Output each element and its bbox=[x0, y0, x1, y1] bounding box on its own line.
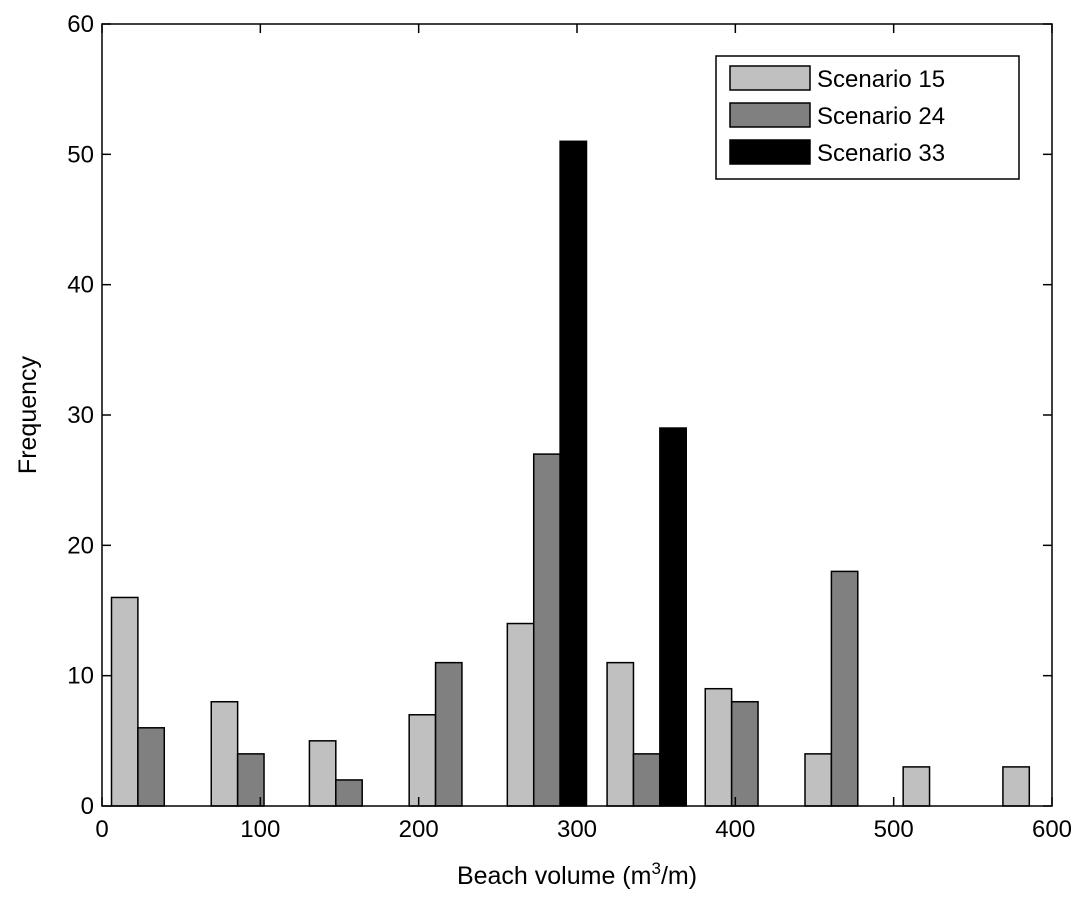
bar-scenario-33-bin-6 bbox=[659, 427, 687, 807]
bar-scenario-24-bin-6 bbox=[632, 753, 661, 807]
y-axis-label: Frequency bbox=[14, 355, 42, 474]
x-axis-label-suffix: /m) bbox=[661, 862, 697, 890]
bar-scenario-24-bin-4 bbox=[434, 661, 463, 807]
bars-group bbox=[110, 140, 1031, 807]
x-tick-label-100: 100 bbox=[240, 816, 280, 843]
bar-scenario-15-bin-8 bbox=[804, 753, 833, 807]
bar-scenario-24-bin-8 bbox=[830, 570, 859, 807]
bar-scenario-15-bin-3 bbox=[308, 740, 337, 807]
legend-swatch-scenario-24 bbox=[729, 102, 811, 128]
bar-scenario-24-bin-1 bbox=[137, 727, 166, 807]
bar-scenario-15-bin-1 bbox=[110, 596, 139, 807]
y-tick-label-30: 30 bbox=[67, 402, 94, 429]
legend-label-scenario-24: Scenario 24 bbox=[817, 103, 945, 130]
bar-scenario-15-bin-10 bbox=[1002, 766, 1031, 807]
x-tick-label-500: 500 bbox=[874, 816, 914, 843]
bar-scenario-24-bin-7 bbox=[730, 700, 759, 807]
legend: Scenario 15 Scenario 24 Scenario 33 bbox=[715, 55, 1020, 180]
x-axis-label-prefix: Beach volume (m bbox=[457, 862, 652, 890]
y-tick-label-50: 50 bbox=[67, 141, 94, 168]
y-tick-label-20: 20 bbox=[67, 532, 94, 559]
x-tick-label-600: 600 bbox=[1032, 816, 1072, 843]
legend-label-scenario-33: Scenario 33 bbox=[817, 140, 945, 167]
bar-scenario-15-bin-5 bbox=[506, 622, 535, 807]
y-tick-label-60: 60 bbox=[67, 11, 94, 38]
bar-scenario-15-bin-4 bbox=[408, 714, 437, 807]
x-axis-label-superscript: 3 bbox=[651, 859, 660, 878]
y-tick-label-0: 0 bbox=[81, 793, 94, 820]
y-tick-label-40: 40 bbox=[67, 272, 94, 299]
bar-scenario-15-bin-2 bbox=[210, 700, 239, 807]
x-axis-label: Beach volume (m3/m) bbox=[457, 859, 697, 890]
bar-scenario-15-bin-7 bbox=[704, 687, 733, 807]
x-tick-label-400: 400 bbox=[715, 816, 755, 843]
legend-swatch-scenario-33 bbox=[729, 139, 811, 165]
x-tick-label-300: 300 bbox=[557, 816, 597, 843]
x-tick-label-0: 0 bbox=[95, 816, 108, 843]
y-tick-label-10: 10 bbox=[67, 663, 94, 690]
bar-scenario-24-bin-5 bbox=[532, 453, 561, 807]
bar-scenario-33-bin-5 bbox=[559, 140, 588, 807]
bar-scenario-15-bin-9 bbox=[902, 766, 931, 807]
legend-label-scenario-15: Scenario 15 bbox=[817, 66, 945, 93]
bar-scenario-24-bin-3 bbox=[335, 779, 363, 807]
legend-swatch-scenario-15 bbox=[729, 65, 811, 91]
ticks-group: 0 100 200 300 400 500 600 0 10 20 30 40 50 60 bbox=[67, 11, 1072, 843]
bar-scenario-15-bin-6 bbox=[606, 661, 635, 807]
x-tick-label-200: 200 bbox=[399, 816, 439, 843]
